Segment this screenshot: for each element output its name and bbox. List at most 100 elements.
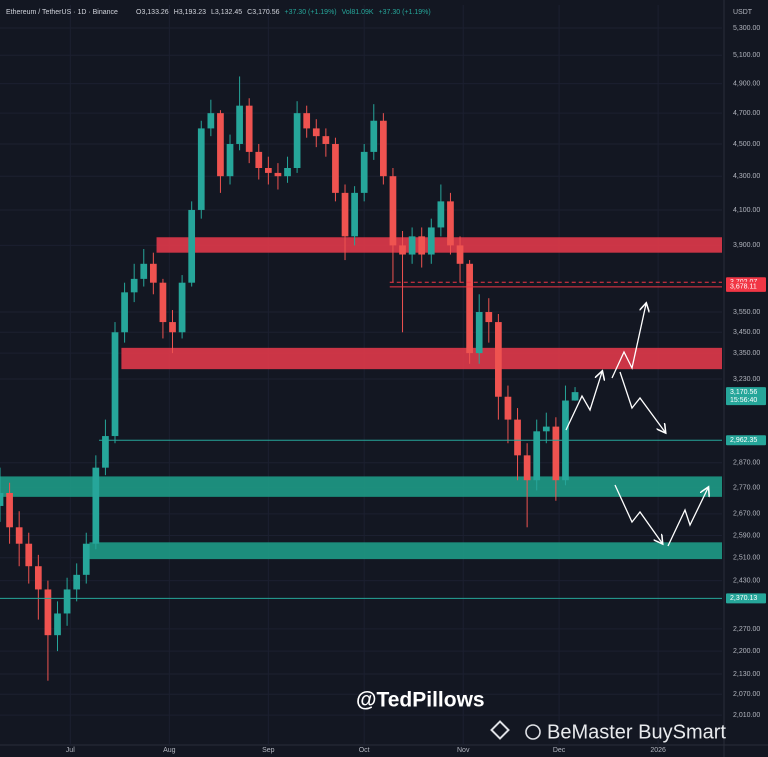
header-value: L3,132.45 xyxy=(211,9,242,16)
candle-body xyxy=(121,292,128,333)
x-tick-label: Oct xyxy=(359,747,370,754)
currency: USDT xyxy=(733,9,753,16)
candle-body xyxy=(73,574,81,590)
candle-body xyxy=(427,227,435,255)
candle-body xyxy=(523,455,531,481)
y-tick-label: 5,100.00 xyxy=(733,52,760,59)
candle-body xyxy=(54,613,61,636)
candle-body xyxy=(322,136,330,144)
watermark-logo xyxy=(490,720,510,740)
x-tick-label: 2026 xyxy=(650,747,666,754)
candle-body xyxy=(552,426,560,481)
candle-body xyxy=(197,128,205,210)
candle-body xyxy=(264,168,272,173)
candle-body xyxy=(284,168,291,177)
y-tick-label: 2,130.00 xyxy=(733,671,760,678)
arrow xyxy=(611,304,646,379)
candle-body xyxy=(245,105,253,152)
watermark-at xyxy=(525,724,541,740)
candle-body xyxy=(293,113,301,169)
zone xyxy=(0,476,722,497)
zone xyxy=(156,237,723,253)
candle-body xyxy=(149,263,157,283)
candle-body xyxy=(159,282,167,323)
candle-body xyxy=(360,151,368,193)
candle-body xyxy=(466,263,473,354)
y-tick-label: 4,900.00 xyxy=(733,80,760,87)
candle-body xyxy=(485,312,493,323)
header-value: C3,170.56 xyxy=(247,9,279,16)
symbol: Ethereum / TetherUS · 1D · Binance xyxy=(6,9,118,16)
x-tick-label: Jul xyxy=(66,747,75,754)
y-tick-label: 3,350.00 xyxy=(733,350,760,357)
x-tick-label: Dec xyxy=(553,747,566,754)
header-values: O3,133.26 H3,193.23 L3,132.45 C3,170.56 +37.… xyxy=(136,9,431,16)
y-tick-label: 4,500.00 xyxy=(733,141,760,148)
y-tick-label: 3,450.00 xyxy=(733,329,760,336)
candle-body xyxy=(274,172,282,177)
candle-body xyxy=(15,527,23,544)
header-value: +37.30 (+1.19%) xyxy=(284,9,336,16)
candle-body xyxy=(303,113,311,129)
candle-body xyxy=(504,396,512,420)
candle-body xyxy=(380,120,387,177)
price-badge-label: 2,962.35 xyxy=(730,437,757,444)
candle-body xyxy=(236,105,243,144)
candle-body xyxy=(312,128,320,137)
header-value: H3,193.23 xyxy=(174,9,206,16)
candle-body xyxy=(169,322,176,333)
candle-body xyxy=(217,113,224,177)
candle-body xyxy=(34,566,42,590)
candle-body xyxy=(495,322,502,397)
y-tick-label: 3,550.00 xyxy=(733,309,760,316)
candle-body xyxy=(389,176,397,246)
y-tick-label: 4,700.00 xyxy=(733,110,760,117)
candle-body xyxy=(341,192,349,237)
y-tick-label: 2,670.00 xyxy=(733,511,760,518)
y-tick-label: 2,510.00 xyxy=(733,555,760,562)
y-tick-label: 2,870.00 xyxy=(733,460,760,467)
candle-body xyxy=(475,312,483,354)
candle-body xyxy=(0,492,4,506)
price-badge xyxy=(726,593,766,604)
x-tick-label: Nov xyxy=(457,747,470,754)
arrow xyxy=(614,484,662,543)
price-badge-label: 3,170.56 xyxy=(730,389,757,396)
candle-body xyxy=(130,278,138,293)
price-badge-label: 2,370.13 xyxy=(730,595,757,602)
y-tick-label: 2,070.00 xyxy=(733,691,760,698)
y-tick-label: 3,230.00 xyxy=(733,376,760,383)
candles xyxy=(0,76,579,681)
candle-body xyxy=(542,426,550,432)
candle-body xyxy=(92,467,100,544)
y-tick-label: 4,300.00 xyxy=(733,173,760,180)
x-tick-label: Aug xyxy=(163,747,176,754)
arrow xyxy=(667,488,708,547)
candle-body xyxy=(370,120,378,152)
candle-body xyxy=(207,113,215,129)
candle-body xyxy=(351,192,358,237)
candle-body xyxy=(188,209,196,283)
candle-body xyxy=(408,236,416,255)
candle-body xyxy=(332,143,339,193)
candle-body xyxy=(533,431,541,481)
y-tick-label: 5,300.00 xyxy=(733,25,760,32)
price-badge xyxy=(726,387,766,406)
candle-body xyxy=(456,245,464,264)
countdown: 15:56:40 xyxy=(730,397,757,404)
candle-body xyxy=(255,151,263,169)
header-value: +37.30 (+1.19%) xyxy=(379,9,431,16)
candle-body xyxy=(102,436,109,468)
candle-body xyxy=(514,419,521,456)
price-badge xyxy=(726,281,766,292)
price-badge xyxy=(726,435,766,446)
y-tick-label: 2,430.00 xyxy=(733,577,760,584)
arrow xyxy=(565,372,602,431)
y-tick-label: 2,590.00 xyxy=(733,532,760,539)
candle-body xyxy=(82,543,90,575)
candle-body xyxy=(140,263,148,279)
candle-body xyxy=(399,245,406,255)
candle-body xyxy=(437,201,445,228)
